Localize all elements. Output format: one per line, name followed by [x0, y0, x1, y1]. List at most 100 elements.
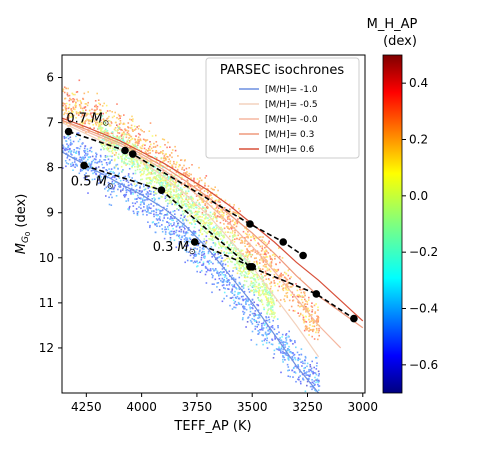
scatter-point — [221, 281, 224, 283]
scatter-point — [223, 279, 225, 281]
scatter-point — [200, 188, 203, 190]
scatter-point — [193, 232, 195, 234]
scatter-point — [169, 195, 172, 198]
scatter-point — [198, 202, 201, 204]
scatter-point — [285, 278, 288, 280]
scatter-point — [245, 266, 247, 269]
scatter-point — [304, 320, 306, 323]
scatter-point — [125, 164, 127, 166]
scatter-point — [123, 123, 126, 125]
scatter-point — [261, 248, 264, 251]
mass-track-line — [68, 130, 304, 257]
scatter-point — [243, 237, 246, 239]
scatter-point — [223, 251, 226, 253]
scatter-point — [99, 154, 102, 157]
scatter-point — [150, 203, 152, 205]
scatter-point — [210, 194, 213, 196]
scatter-point — [199, 187, 201, 189]
scatter-point — [296, 351, 299, 354]
scatter-point — [170, 178, 172, 180]
scatter-point — [254, 288, 257, 291]
scatter-point — [304, 328, 307, 330]
scatter-point — [270, 298, 272, 301]
scatter-point — [290, 276, 292, 278]
scatter-point — [173, 198, 175, 201]
scatter-point — [178, 197, 181, 199]
scatter-point — [215, 217, 218, 219]
scatter-point — [233, 211, 235, 214]
scatter-point — [230, 248, 232, 250]
scatter-point — [101, 127, 104, 129]
scatter-point — [115, 154, 117, 156]
scatter-point — [144, 165, 146, 167]
scatter-point — [282, 283, 285, 286]
scatter-point — [146, 207, 148, 209]
scatter-point — [218, 242, 220, 244]
scatter-point — [318, 327, 320, 330]
scatter-point — [165, 153, 167, 155]
scatter-point — [77, 140, 80, 143]
scatter-point — [231, 226, 233, 229]
scatter-point — [128, 163, 131, 166]
scatter-point — [133, 125, 136, 128]
scatter-point — [86, 112, 88, 115]
scatter-point — [109, 141, 111, 144]
scatter-point — [240, 295, 243, 298]
scatter-point — [104, 188, 106, 190]
scatter-point — [258, 290, 261, 292]
scatter-point — [227, 231, 229, 233]
scatter-point — [148, 207, 150, 209]
scatter-point — [147, 150, 149, 152]
scatter-point — [99, 111, 102, 113]
scatter-point — [168, 202, 171, 205]
scatter-point — [127, 157, 129, 159]
scatter-point — [297, 312, 299, 314]
scatter-point — [289, 351, 292, 353]
scatter-point — [179, 164, 181, 167]
mass-track-point — [246, 220, 254, 228]
scatter-point — [285, 280, 288, 283]
scatter-point — [206, 232, 209, 235]
scatter-point — [177, 199, 179, 201]
scatter-point — [232, 235, 235, 237]
scatter-point — [110, 143, 112, 146]
scatter-point — [66, 157, 69, 159]
scatter-point — [257, 323, 260, 326]
scatter-point — [313, 338, 316, 340]
scatter-point — [185, 197, 188, 199]
scatter-point — [317, 319, 320, 321]
scatter-point — [147, 182, 150, 185]
scatter-point — [223, 271, 225, 273]
scatter-point — [246, 233, 248, 236]
scatter-point — [172, 180, 174, 183]
scatter-point — [265, 326, 268, 329]
scatter-point — [241, 272, 243, 274]
scatter-point — [297, 364, 299, 366]
scatter-point — [178, 230, 180, 233]
scatter-point — [94, 100, 97, 102]
scatter-point — [283, 352, 285, 354]
scatter-point — [274, 338, 276, 340]
mass-track-label-symbol: M — [96, 175, 107, 190]
scatter-point — [123, 185, 125, 188]
scatter-point — [154, 198, 156, 200]
scatter-point — [114, 127, 117, 129]
scatter-point — [120, 135, 123, 137]
scatter-point — [213, 283, 215, 285]
scatter-point — [173, 181, 176, 184]
scatter-point — [313, 325, 316, 328]
scatter-point — [103, 171, 105, 174]
scatter-point — [125, 136, 128, 139]
scatter-point — [238, 255, 240, 257]
scatter-point — [189, 240, 191, 243]
scatter-point — [222, 219, 225, 222]
scatter-point — [151, 210, 153, 212]
scatter-point — [100, 181, 102, 183]
scatter-point — [99, 114, 102, 117]
scatter-point — [200, 219, 203, 221]
scatter-point — [180, 191, 183, 193]
scatter-point — [232, 277, 235, 279]
scatter-point — [194, 210, 197, 213]
scatter-point — [155, 192, 158, 195]
scatter-point — [121, 132, 124, 135]
